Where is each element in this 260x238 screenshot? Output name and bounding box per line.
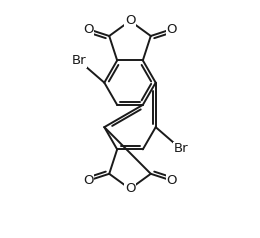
Text: O: O — [83, 174, 94, 187]
Text: O: O — [125, 14, 135, 27]
Text: Br: Br — [174, 143, 188, 155]
Text: O: O — [125, 182, 135, 195]
Text: O: O — [166, 23, 177, 36]
Text: Br: Br — [72, 54, 86, 67]
Text: O: O — [83, 23, 94, 36]
Text: O: O — [166, 174, 177, 187]
